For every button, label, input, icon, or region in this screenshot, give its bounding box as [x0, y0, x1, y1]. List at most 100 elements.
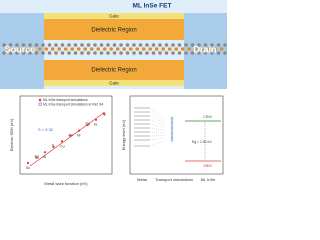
metal-label: Cu: [60, 144, 65, 148]
atom: [18, 47, 23, 51]
metal-label: Pt: [94, 123, 97, 127]
atom: [5, 47, 9, 51]
atom: [203, 51, 208, 55]
atom: [216, 51, 221, 55]
point: [94, 118, 98, 121]
metal-label: Sc: [26, 166, 30, 170]
atom: [80, 43, 84, 47]
atom: [171, 51, 175, 55]
atom: [31, 47, 35, 51]
dielectric-top-label: Dielectric Region: [91, 28, 136, 34]
atom: [112, 51, 117, 55]
atom: [60, 51, 65, 55]
atom: [47, 43, 52, 47]
atom: [122, 47, 126, 51]
atom: [21, 43, 26, 47]
sim-level: [170, 131, 174, 135]
atom: [200, 47, 204, 51]
atom: [83, 47, 87, 51]
left-plot-frame: [19, 95, 113, 175]
atom: [73, 43, 78, 47]
atom: [141, 47, 146, 51]
energy-levels: [134, 107, 174, 147]
vbm-label: VBM: [203, 163, 212, 168]
atom: [44, 47, 48, 51]
right-plot-frame: [129, 95, 224, 175]
dielectric-top: [44, 19, 184, 40]
atom: [203, 43, 208, 47]
slope-label: S = 0.32: [38, 127, 54, 132]
legend-marker: [38, 98, 42, 102]
atom: [161, 47, 165, 51]
atom: [8, 43, 13, 47]
atom: [73, 51, 78, 55]
connector: [149, 115, 166, 124]
atom: [219, 47, 224, 51]
legend-entry: ML InSe transport simulations: [43, 98, 88, 102]
gap-label: Eg = 1.52 eV: [192, 140, 212, 144]
metal-label: Ag: [35, 155, 39, 159]
atom: [28, 43, 32, 47]
dielectric-bottom: [44, 60, 184, 80]
graphical-abstract: ML InSe FET Gate Dielectric Region Diele…: [0, 0, 227, 186]
atom: [206, 47, 211, 51]
atom: [145, 51, 149, 55]
gate-top-label: Gate: [109, 14, 119, 19]
atom: [158, 43, 162, 47]
y-axis-label: Energy level (eV): [121, 119, 126, 150]
point: [86, 124, 89, 127]
atom: [15, 51, 19, 55]
atom: [132, 51, 136, 55]
atom: [8, 51, 13, 55]
metal-label: Pd: [86, 122, 90, 126]
atom: [67, 51, 71, 55]
atom: [125, 43, 130, 47]
connector: [149, 123, 166, 129]
drain-label: Drain: [193, 44, 216, 54]
atom: [106, 51, 110, 55]
atom: [138, 43, 143, 47]
atom: [93, 43, 97, 47]
point: [35, 156, 38, 159]
sim-level: [170, 116, 174, 120]
atom: [190, 43, 195, 47]
atom: [145, 43, 149, 47]
sim-level: [170, 139, 174, 142]
atom: [223, 51, 227, 55]
sim-level: [170, 136, 174, 140]
atom: [193, 47, 198, 51]
atom: [210, 43, 214, 47]
atom: [164, 51, 169, 55]
connector: [149, 135, 166, 137]
atom: [99, 43, 104, 47]
atom: [213, 47, 217, 51]
atom: [119, 51, 123, 55]
sim-level: [170, 121, 174, 125]
atom: [34, 51, 39, 55]
atom: [148, 47, 152, 51]
point: [43, 151, 47, 154]
drain-electrode: [184, 13, 227, 89]
x-axis-label: Metal work function (eV): [44, 181, 88, 186]
gate-top: [44, 13, 184, 19]
atom: [76, 47, 81, 51]
atom: [112, 43, 117, 47]
sim-level: [170, 126, 174, 130]
atom: [128, 47, 133, 51]
gate-bottom: [44, 80, 184, 86]
connector: [149, 119, 166, 126]
atom: [151, 51, 156, 55]
atom: [57, 47, 61, 51]
atom: [54, 51, 58, 55]
inse-chain: [2, 43, 227, 55]
atom: [86, 43, 91, 47]
legend-entry: ML InSe transport simulations in Ref. 94: [43, 102, 103, 106]
atom: [135, 47, 139, 51]
atom: [15, 43, 19, 47]
gate-bottom-label: Gate: [109, 81, 119, 86]
atom: [177, 51, 182, 55]
cbm-label: CBM: [203, 114, 212, 119]
atom: [177, 43, 182, 47]
atom: [67, 43, 71, 47]
x-label: Transport simulations: [155, 177, 193, 182]
